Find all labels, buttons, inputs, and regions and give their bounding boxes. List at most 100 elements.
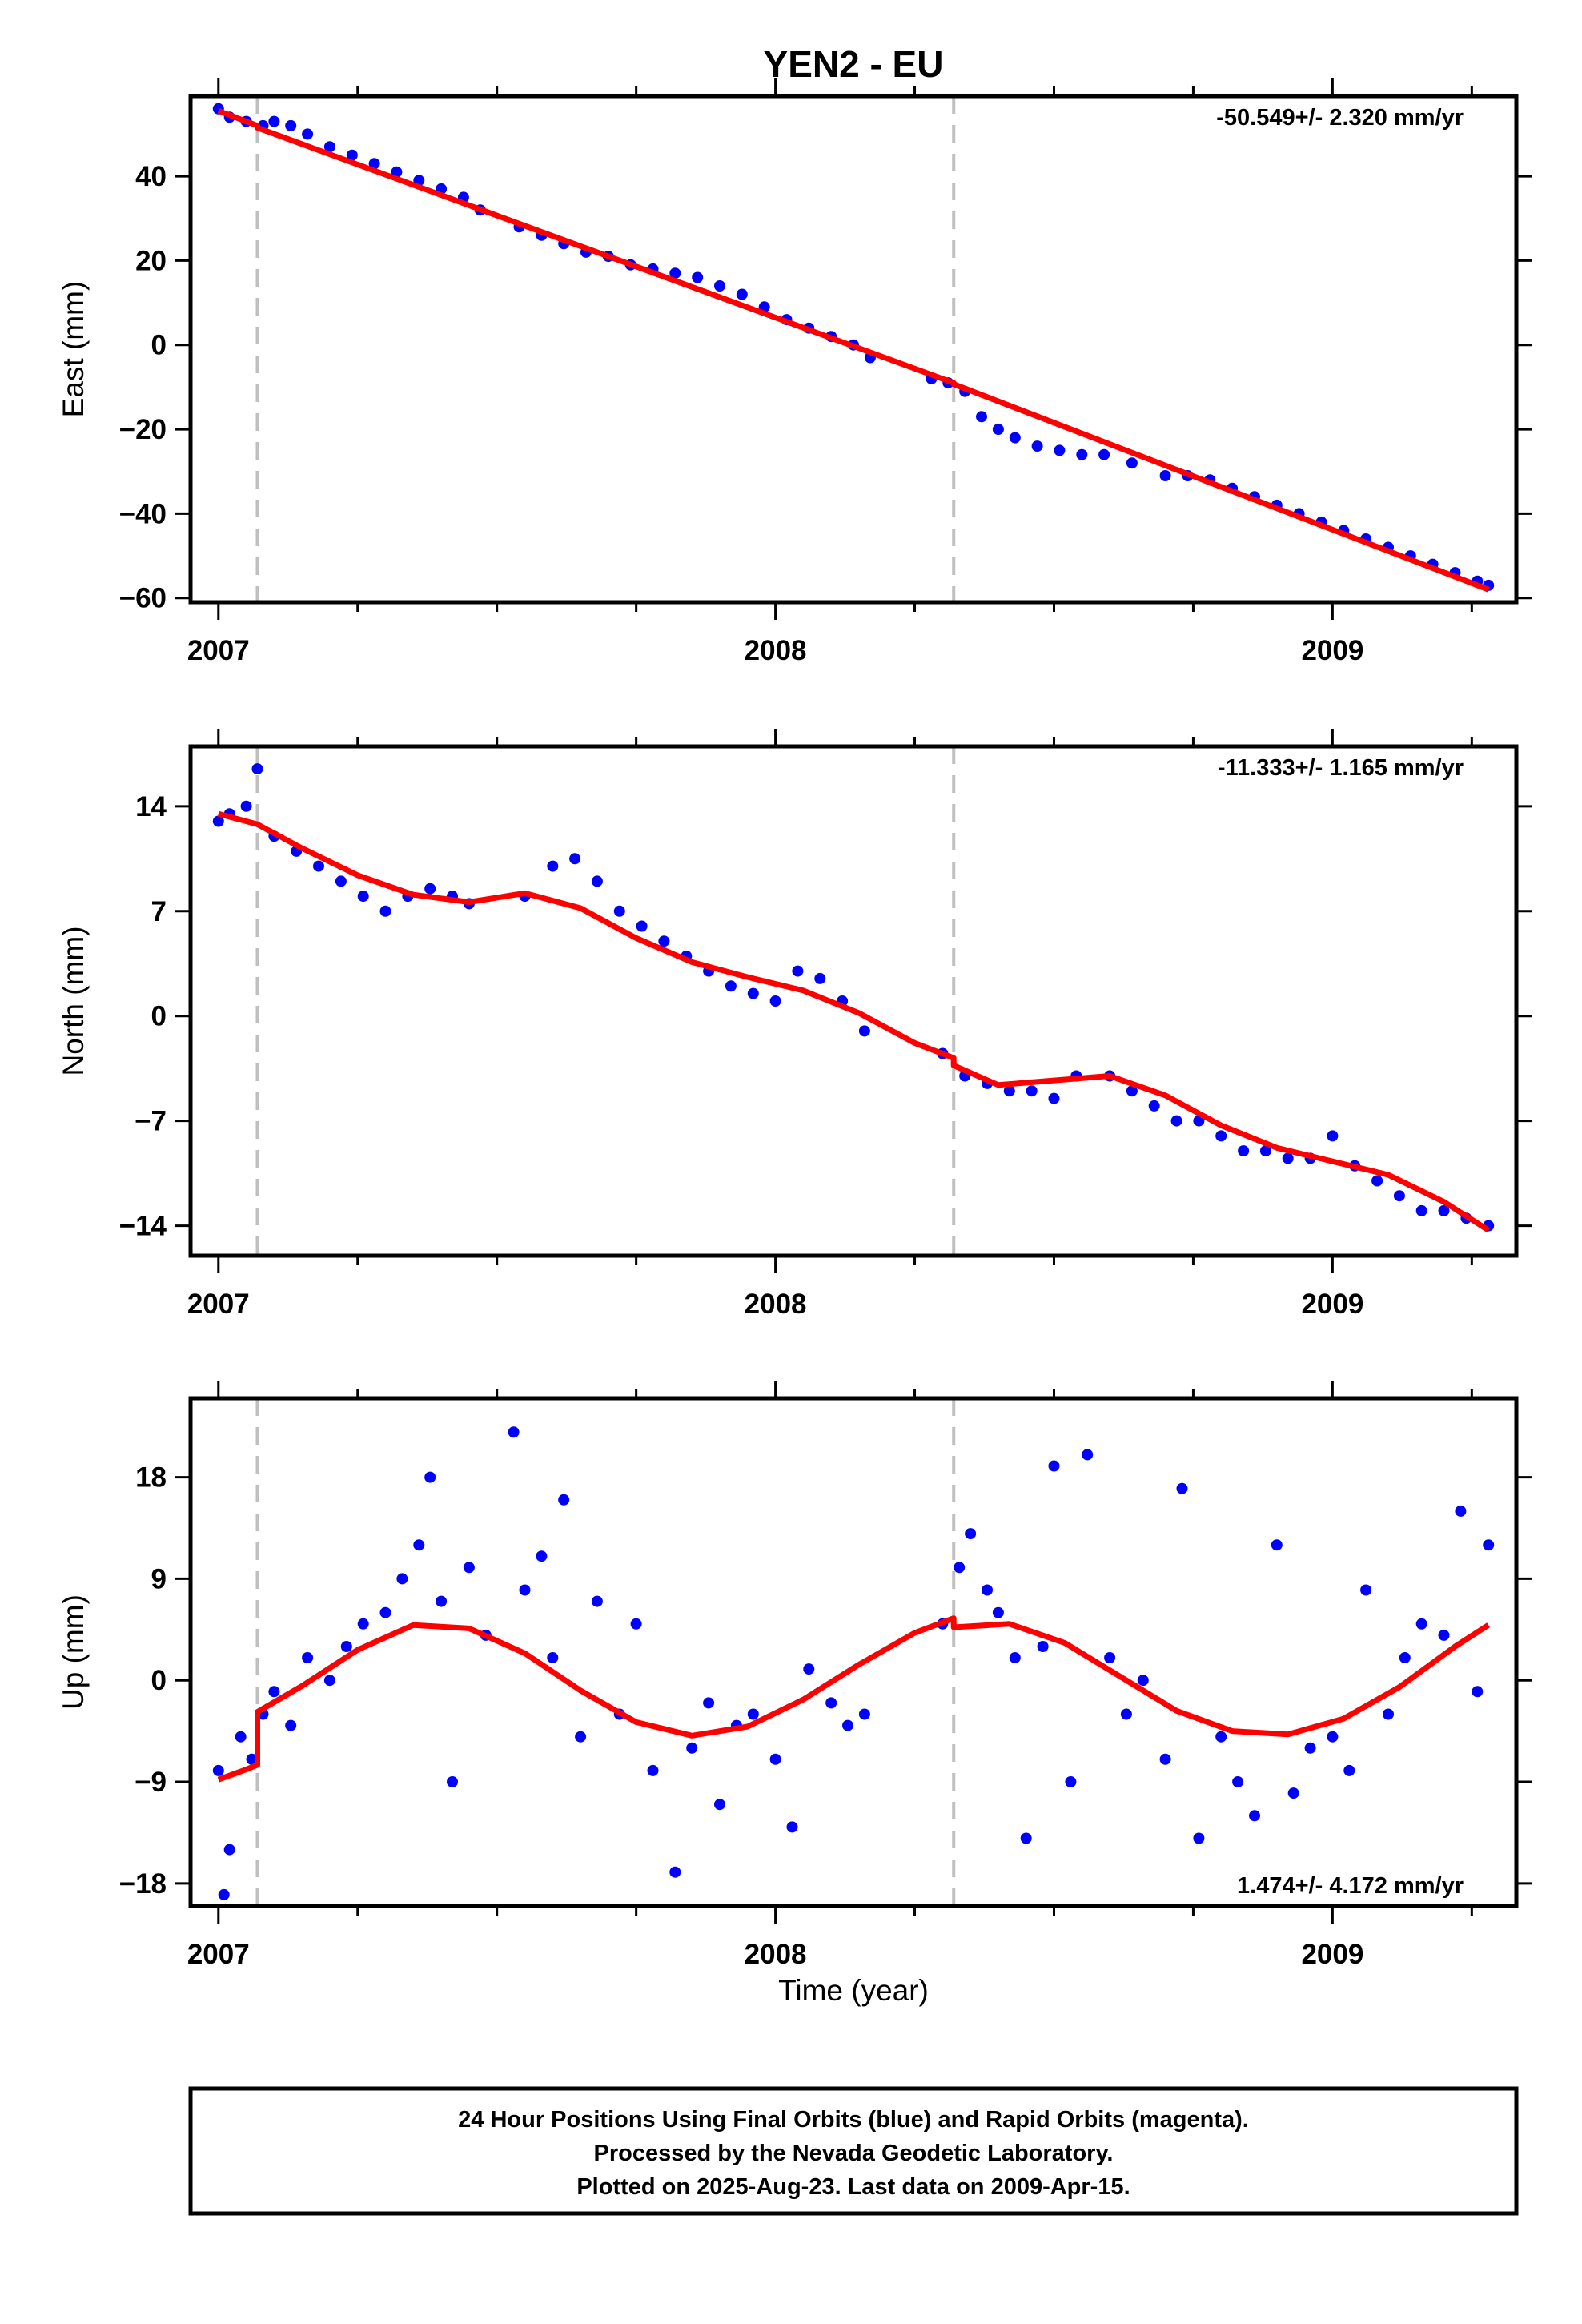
north-point: [636, 920, 648, 932]
north-point: [569, 853, 581, 865]
up-point: [1271, 1539, 1283, 1551]
east-point: [669, 267, 681, 279]
up-point: [1455, 1505, 1467, 1517]
north-point: [335, 875, 347, 887]
up-point: [1120, 1708, 1132, 1720]
north-point: [1327, 1130, 1339, 1142]
north-point: [379, 905, 391, 917]
up-point: [1360, 1584, 1372, 1596]
up-point: [630, 1618, 642, 1630]
east-point: [285, 119, 297, 131]
east-x-tick-label: 2008: [745, 635, 807, 666]
up-point: [686, 1742, 698, 1754]
up-point: [424, 1471, 436, 1483]
up-plot-area: [212, 1398, 1495, 1906]
up-point: [1415, 1618, 1427, 1630]
north-point: [357, 891, 369, 903]
up-point: [558, 1494, 570, 1506]
chart-title: YEN2 - EU: [764, 43, 944, 85]
up-point: [1287, 1787, 1299, 1799]
north-y-tick-label: −14: [119, 1211, 167, 1242]
east-point: [1054, 444, 1066, 456]
up-point: [825, 1697, 837, 1709]
north-y-axis-label: North (mm): [57, 926, 90, 1076]
up-point: [323, 1675, 335, 1687]
up-y-tick-label: 0: [151, 1665, 167, 1696]
up-point: [769, 1753, 781, 1765]
north-point: [725, 980, 737, 992]
up-y-tick-label: 18: [135, 1462, 167, 1494]
north-point: [251, 763, 263, 775]
up-point: [1065, 1776, 1077, 1787]
north-point: [1148, 1100, 1160, 1112]
up-y-axis-label: Up (mm): [57, 1594, 90, 1710]
up-point: [786, 1821, 798, 1833]
north-point: [1003, 1085, 1015, 1097]
east-point: [268, 115, 280, 127]
north-rate-label: -11.333+/- 1.165 mm/yr: [1218, 755, 1464, 781]
up-point: [1483, 1539, 1495, 1551]
up-x-tick-label: 2009: [1301, 1939, 1363, 1970]
up-point: [235, 1731, 247, 1743]
up-point: [1249, 1810, 1260, 1822]
up-point: [547, 1652, 559, 1663]
east-x-tick-label: 2009: [1301, 635, 1363, 666]
up-point: [1020, 1832, 1032, 1844]
north-point: [1126, 1085, 1138, 1097]
up-rate-label: 1.474+/- 4.172 mm/yr: [1237, 1873, 1464, 1899]
footer-line-3: Plotted on 2025-Aug-23. Last data on 200…: [576, 2174, 1130, 2200]
east-frame: [188, 94, 1519, 605]
east-point: [1098, 448, 1110, 460]
east-point: [992, 424, 1004, 436]
north-point: [240, 800, 252, 812]
north-point: [1026, 1085, 1038, 1097]
up-point: [965, 1528, 977, 1540]
east-point: [368, 158, 380, 170]
up-point: [519, 1584, 531, 1596]
up-point: [1215, 1731, 1227, 1743]
up-point: [1176, 1482, 1188, 1494]
up-point: [803, 1663, 815, 1675]
east-y-tick-label: 20: [135, 245, 167, 276]
up-point: [1037, 1641, 1049, 1652]
up-point: [842, 1719, 853, 1731]
up-point: [436, 1595, 448, 1607]
north-point: [1238, 1145, 1250, 1157]
north-point: [814, 972, 826, 984]
east-point: [346, 149, 358, 161]
up-point: [1327, 1731, 1339, 1743]
east-point: [302, 128, 314, 140]
north-point: [658, 935, 670, 947]
north-point: [1215, 1130, 1227, 1142]
up-point: [1304, 1742, 1316, 1754]
x-axis-label: Time (year): [778, 1974, 929, 2007]
east-y-tick-label: −40: [119, 498, 167, 529]
north-y-tick-label: 14: [135, 791, 167, 822]
up-y-tick-label: −18: [119, 1868, 167, 1900]
east-panel: 2007 2008 2009 40 20 0 −20 −40 −60 East (mm) -50.5…: [57, 78, 1532, 666]
up-point: [1438, 1629, 1450, 1641]
north-x-tick-label: 2007: [187, 1289, 250, 1320]
north-point: [212, 815, 224, 827]
up-point: [747, 1708, 759, 1720]
north-point: [613, 905, 625, 917]
north-point: [1048, 1092, 1060, 1104]
up-point: [669, 1866, 681, 1878]
up-point: [396, 1573, 408, 1585]
up-point: [591, 1595, 603, 1607]
north-point: [591, 875, 603, 887]
up-point: [992, 1606, 1004, 1618]
north-point: [792, 965, 804, 977]
east-model-line: [217, 108, 1490, 593]
east-point: [714, 280, 725, 292]
east-point: [1159, 470, 1171, 481]
up-point: [714, 1799, 725, 1811]
east-y-axis-label: East (mm): [57, 281, 90, 418]
north-y-tick-label: −7: [135, 1106, 167, 1137]
up-point: [703, 1697, 715, 1709]
east-rate-label: -50.549+/- 2.320 mm/yr: [1216, 105, 1464, 131]
north-frame: [188, 744, 1519, 1258]
up-point: [1009, 1652, 1021, 1663]
east-point: [323, 141, 335, 153]
north-plot-area: [212, 746, 1495, 1256]
